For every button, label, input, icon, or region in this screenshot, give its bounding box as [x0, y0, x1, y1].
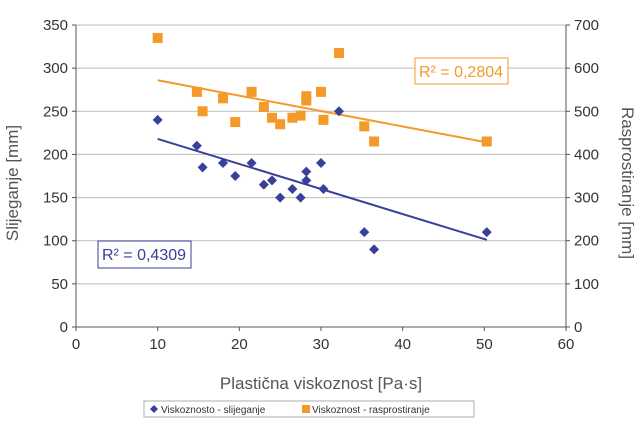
x-axis-title: Plastična viskoznost [Pa·s] [220, 374, 422, 393]
point-slijeganje [218, 158, 228, 169]
x-tick-label: 0 [72, 336, 80, 353]
point-slijeganje [246, 158, 257, 169]
y2-tick-label: 300 [574, 190, 599, 207]
axes: 0501001502002503003500100200300400500600… [43, 17, 599, 353]
legend-diamond-marker [150, 405, 158, 413]
point-rasprostiranje [230, 117, 241, 128]
point-rasprostiranje [318, 114, 329, 125]
point-rasprostiranje [258, 101, 269, 112]
point-slijeganje [295, 192, 306, 203]
point-rasprostiranje [295, 110, 306, 121]
legend: Viskoznosto - slijeganje Viskoznost - ra… [143, 400, 475, 418]
point-rasprostiranje [369, 136, 380, 147]
point-slijeganje [258, 179, 269, 190]
point-rasprostiranje [191, 86, 202, 97]
x-tick-label: 60 [558, 336, 575, 353]
point-slijeganje [230, 171, 241, 181]
y-tick-label: 150 [43, 190, 68, 207]
point-slijeganje [481, 227, 492, 238]
y-tick-label: 0 [60, 319, 68, 336]
point-rasprostiranje [481, 136, 492, 147]
y2-tick-label: 700 [574, 17, 599, 34]
r2-label-orange: R² = 0,2804 [419, 64, 503, 81]
point-slijeganje [301, 175, 312, 186]
point-slijeganje [267, 175, 277, 186]
point-rasprostiranje [267, 112, 277, 123]
y-tick-label: 50 [51, 276, 68, 293]
point-slijeganje [197, 162, 208, 173]
r2-annotation-orange: R² = 0,2804 [414, 57, 509, 85]
point-slijeganje [318, 183, 329, 194]
point-slijeganje [287, 183, 298, 194]
r2-label-blue: R² = 0,4309 [102, 247, 186, 264]
x-tick-label: 50 [476, 336, 493, 353]
legend-item-slijeganje: Viskoznosto - slijeganje [161, 405, 266, 416]
trendline-rasprostiranje [157, 79, 487, 144]
point-slijeganje [333, 106, 344, 117]
point-rasprostiranje [218, 93, 228, 104]
y2-axis-title: Rasprostiranje [mm] [618, 107, 634, 259]
y2-tick-label: 100 [574, 276, 599, 293]
point-slijeganje [152, 114, 163, 125]
legend-item-rasprostiranje: Viskoznost - rasprostiranje [312, 405, 430, 416]
point-rasprostiranje [316, 86, 326, 97]
y-tick-label: 250 [43, 103, 68, 120]
y-tick-label: 100 [43, 233, 68, 250]
x-tick-label: 20 [231, 336, 248, 353]
point-slijeganje [191, 140, 202, 151]
y-tick-label: 350 [43, 17, 68, 34]
y2-tick-label: 200 [574, 233, 599, 250]
point-rasprostiranje [333, 48, 344, 59]
point-rasprostiranje [197, 106, 208, 117]
r2-annotation-blue: R² = 0,4309 [97, 240, 192, 269]
point-slijeganje [359, 227, 370, 238]
point-rasprostiranje [275, 119, 286, 130]
data-points [152, 32, 492, 255]
point-slijeganje [275, 192, 286, 203]
point-slijeganje [301, 166, 312, 177]
point-slijeganje [369, 244, 380, 255]
point-rasprostiranje [359, 121, 370, 132]
x-tick-label: 30 [313, 336, 330, 353]
point-rasprostiranje [287, 112, 298, 123]
y-tick-label: 200 [43, 146, 68, 163]
y-axis-title: Slijeganje [mm] [3, 125, 22, 241]
x-tick-label: 40 [394, 336, 411, 353]
point-slijeganje [316, 158, 326, 169]
y-tick-label: 300 [43, 60, 68, 77]
x-tick-label: 10 [149, 336, 166, 353]
y2-tick-label: 600 [574, 60, 599, 77]
point-rasprostiranje [152, 32, 163, 43]
point-rasprostiranje [246, 86, 257, 97]
y2-tick-label: 500 [574, 103, 599, 120]
point-rasprostiranje [301, 91, 312, 102]
y2-tick-label: 400 [574, 146, 599, 163]
y2-tick-label: 0 [574, 319, 582, 336]
legend-square-marker [302, 405, 310, 413]
